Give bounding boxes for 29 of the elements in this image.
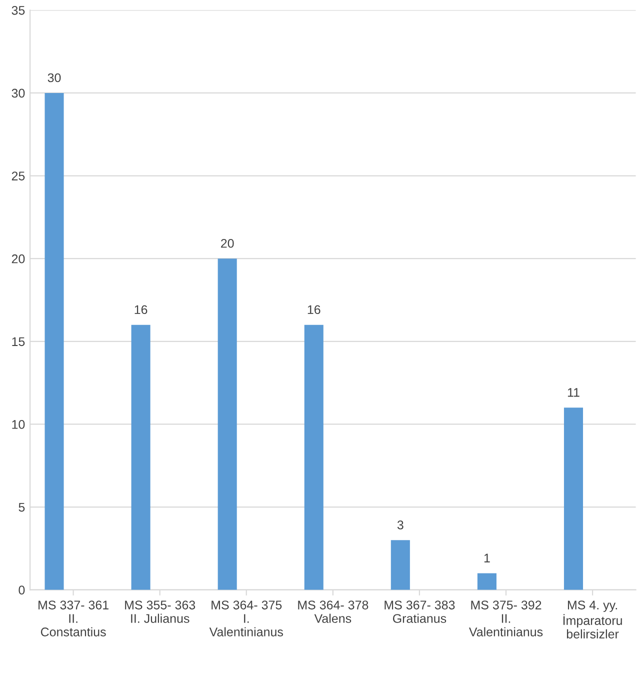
y-tick-label: 15 [12,337,25,346]
y-tick-label: 35 [12,6,25,15]
x-tick-label: MS 375- 392 II. Valentinianus [468,600,543,636]
data-label: 3 [397,520,404,530]
bar [44,92,64,590]
x-tick-label: MS 337- 361 II. Constantius [38,600,108,636]
data-label: 16 [134,305,148,314]
y-tick-label: 5 [18,502,25,512]
y-tick-label: 0 [18,586,25,595]
y-tick-label: 25 [12,172,25,180]
data-label: 16 [308,305,320,314]
x-tick-label: MS 364- 375 I. Valentinianus [209,600,283,636]
bar [477,573,496,590]
x-tick-label: MS 367- 383 Gratianus [384,600,455,623]
bar [564,408,584,590]
y-tick-label: 20 [12,254,25,264]
data-label: 1 [484,554,490,562]
bar [304,324,324,590]
bar [218,258,237,590]
x-tick-label: MS 355- 363 II. Julianus [125,600,196,623]
bar [390,540,410,590]
x-tick-label: MS 4. yy. İmparatoru belirsizler [563,600,622,638]
y-tick-label: 30 [12,88,25,98]
data-label: 11 [568,388,580,397]
bar [131,324,150,590]
x-tick-label: MS 364- 378 Valens [298,600,368,623]
y-tick-label: 10 [12,420,25,429]
data-label: 30 [48,73,61,82]
data-label: 20 [221,238,234,248]
